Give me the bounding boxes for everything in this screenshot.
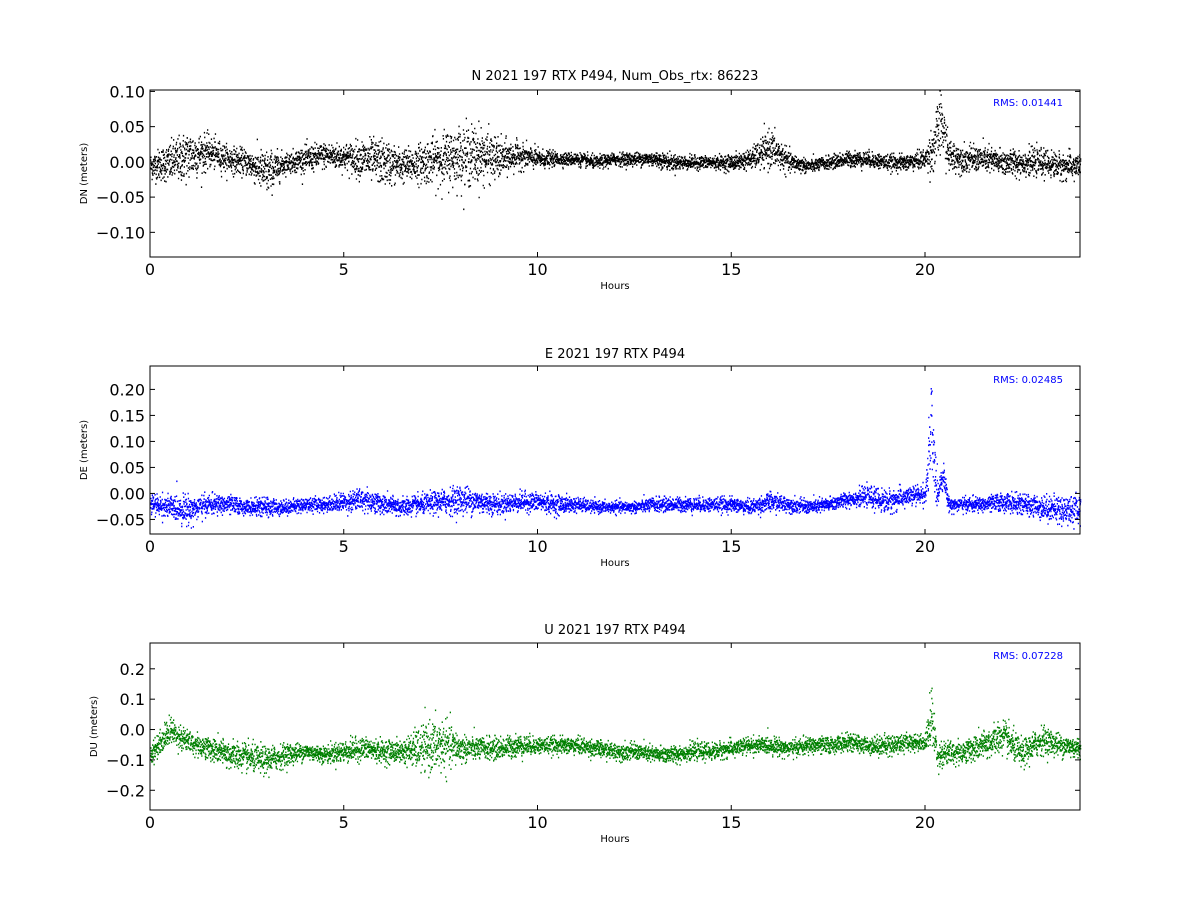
north-y-tick-label: 0.00 <box>109 153 145 172</box>
east-axes-frame <box>149 365 1081 535</box>
up-rms-label: RMS: 0.07228 <box>993 651 1063 662</box>
north-rms-label: RMS: 0.01441 <box>993 98 1063 109</box>
up-y-tick-label: −0.1 <box>106 751 145 770</box>
east-x-tick-label: 20 <box>915 537 935 556</box>
north-x-ticks: 0 5 10 15 20 <box>145 90 935 279</box>
up-x-ticks: 0 5 10 15 20 <box>145 643 935 832</box>
north-plot-area <box>150 90 1080 257</box>
east-rms-label: RMS: 0.02485 <box>993 375 1063 386</box>
north-axes-frame <box>149 89 1081 258</box>
up-y-tick-label: 0.1 <box>120 690 145 709</box>
east-y-ticks: −0.05 0.00 0.05 0.10 0.15 0.20 <box>96 380 1080 529</box>
up-y-axis-label: DU (meters) <box>89 696 100 757</box>
up-x-tick-label: 15 <box>721 813 741 832</box>
north-y-tick-label: −0.05 <box>96 188 145 207</box>
east-y-tick-label: 0.00 <box>109 484 145 503</box>
north-panel: 0 5 10 15 20 −0.10 −0.05 0.00 0.05 0.10 N 2021 1… <box>79 69 1082 292</box>
east-panel: 0 5 10 15 20 −0.05 0.00 0.05 0.10 0.15 0.20 E 202… <box>79 347 1082 569</box>
north-y-axis-label: DN (meters) <box>79 143 90 205</box>
east-y-tick-label: 0.05 <box>109 458 145 477</box>
up-y-tick-label: −0.2 <box>106 781 145 800</box>
east-x-tick-label: 15 <box>721 537 741 556</box>
north-y-ticks: −0.10 −0.05 0.00 0.05 0.10 <box>96 82 1080 242</box>
up-title: U 2021 197 RTX P494 <box>544 623 686 638</box>
up-y-tick-label: 0.0 <box>120 721 145 740</box>
north-y-tick-label: 0.10 <box>109 82 145 101</box>
north-y-tick-label: −0.10 <box>96 223 145 242</box>
up-x-tick-label: 10 <box>527 813 547 832</box>
east-y-tick-label: −0.05 <box>96 510 145 529</box>
north-y-tick-label: 0.05 <box>109 118 145 137</box>
up-plot-area <box>150 643 1080 810</box>
north-data-points <box>150 90 1082 211</box>
east-y-axis-label: DE (meters) <box>79 420 90 480</box>
north-x-tick-label: 10 <box>527 260 547 279</box>
up-y-tick-label: 0.2 <box>120 660 145 679</box>
north-title: N 2021 197 RTX P494, Num_Obs_rtx: 86223 <box>472 69 759 84</box>
up-x-axis-label: Hours <box>600 834 629 845</box>
east-x-tick-label: 5 <box>339 537 349 556</box>
north-x-tick-label: 5 <box>339 260 349 279</box>
east-x-ticks: 0 5 10 15 20 <box>145 366 935 556</box>
east-y-tick-label: 0.10 <box>109 432 145 451</box>
north-x-tick-label: 20 <box>915 260 935 279</box>
north-x-tick-label: 15 <box>721 260 741 279</box>
north-x-tick-label: 0 <box>145 260 155 279</box>
up-x-tick-label: 0 <box>145 813 155 832</box>
up-panel: 0 5 10 15 20 −0.2 −0.1 0.0 0.1 0.2 U 2021 197 RT… <box>89 623 1082 845</box>
east-x-axis-label: Hours <box>600 558 629 569</box>
up-x-tick-label: 5 <box>339 813 349 832</box>
east-title: E 2021 197 RTX P494 <box>545 347 685 362</box>
east-x-tick-label: 0 <box>145 537 155 556</box>
east-data-points <box>150 388 1082 530</box>
up-axes-frame <box>149 642 1081 811</box>
east-x-tick-label: 10 <box>527 537 547 556</box>
up-x-tick-label: 20 <box>915 813 935 832</box>
up-y-ticks: −0.2 −0.1 0.0 0.1 0.2 <box>106 660 1080 800</box>
east-y-tick-label: 0.20 <box>109 380 145 399</box>
east-y-tick-label: 0.15 <box>109 406 145 425</box>
north-x-axis-label: Hours <box>600 281 629 292</box>
north-scatter-points <box>150 90 1082 211</box>
east-scatter-points <box>150 388 1082 530</box>
